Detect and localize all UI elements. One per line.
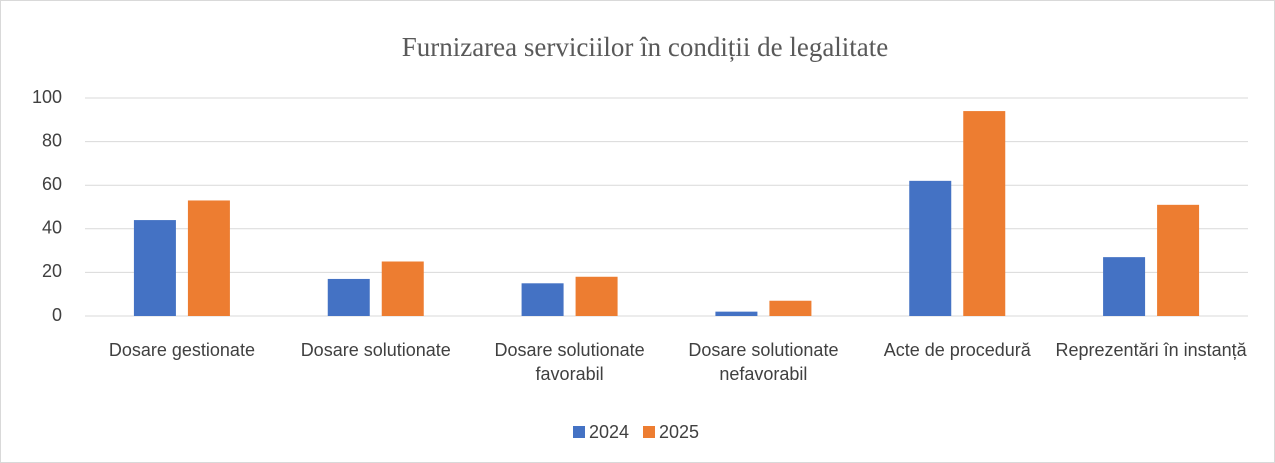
bar [715,311,758,316]
y-tick-label: 40 [42,218,62,238]
y-tick-label: 60 [42,174,62,194]
bar [381,261,424,316]
bar [327,278,370,316]
bar [187,200,230,316]
bar [1103,257,1146,316]
y-tick-label: 100 [32,87,62,107]
x-tick-label: Dosare solutionate nefavorabil [688,340,839,384]
legend-label: 2024 [589,422,629,442]
x-tick-label: Reprezentări în instanță [1055,340,1247,360]
y-tick-label: 0 [52,305,62,325]
y-tick-label: 80 [42,130,62,150]
legend-label: 2025 [659,422,699,442]
bar [521,283,564,316]
chart-title: Furnizarea serviciilor în condiții de le… [402,32,889,62]
bar [575,276,618,316]
bar [1157,204,1200,316]
x-tick-label: Acte de procedură [883,340,1031,360]
x-tick-label: Dosare gestionate [108,340,255,360]
x-tick-label: Dosare solutionate [300,340,451,360]
legend-swatch [573,426,585,438]
bar [909,180,952,316]
legend-swatch [643,426,655,438]
bar [133,220,176,316]
bar [769,300,812,316]
x-tick-label: Dosare solutionate favorabil [494,340,645,384]
y-tick-label: 20 [42,261,62,281]
bar [963,111,1006,316]
